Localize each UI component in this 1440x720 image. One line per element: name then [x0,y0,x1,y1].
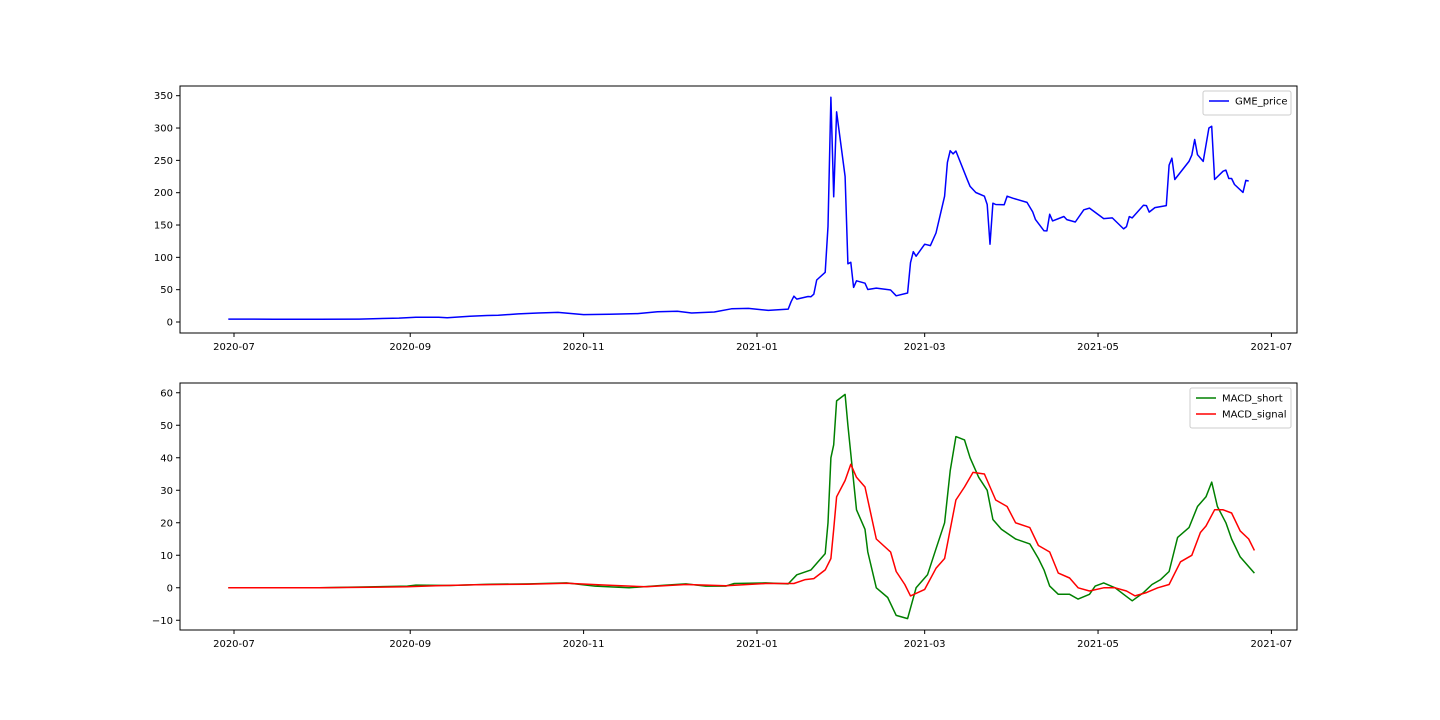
y-tick-label: 200 [154,188,173,199]
y-tick-label: 250 [154,156,173,167]
y-tick-label: 350 [154,91,173,102]
series-line-gme-price [228,96,1249,321]
x-tick-label: 2021-05 [1077,342,1119,353]
y-tick-label: 60 [160,388,173,399]
y-tick-label: 0 [167,583,173,594]
price-legend: GME_price [1202,90,1292,116]
legend-label: MACD_short [1222,394,1283,405]
macd-legend: MACD_short MACD_signal [1189,387,1292,429]
x-tick-label: 2020-07 [213,639,255,650]
x-tick-label: 2021-05 [1077,639,1119,650]
y-tick-label: 100 [154,253,173,264]
x-tick-label: 2021-03 [904,639,946,650]
x-tick-label: 2020-11 [563,639,605,650]
y-tick-label: 50 [160,421,173,432]
x-tick-label: 2021-01 [736,342,778,353]
x-tick-label: 2020-07 [213,342,255,353]
x-tick-label: 2020-09 [389,639,431,650]
x-tick-label: 2021-03 [904,342,946,353]
y-tick-label: 30 [160,486,173,497]
x-tick-label: 2020-09 [389,342,431,353]
y-tick-label: 50 [160,285,173,296]
x-tick-label: 2020-11 [563,342,605,353]
legend-label: MACD_signal [1222,410,1287,421]
x-tick-label: 2021-07 [1251,342,1293,353]
x-tick-label: 2021-07 [1251,639,1293,650]
y-tick-label: 150 [154,221,173,232]
series-line-macd-signal [228,463,1256,597]
price-panel: 2020-07 2020-09 2020-11 2021-01 2021-03 2021-… [154,85,1298,353]
macd-panel: 2020-07 2020-09 2020-11 2021-01 2021-03 2021-… [152,382,1298,650]
y-tick-label: −10 [152,616,173,627]
price-axes-frame [179,85,1298,334]
macd-axes-frame [179,382,1298,631]
y-tick-label: 40 [160,453,173,464]
y-tick-label: 0 [167,318,173,329]
y-tick-label: 10 [160,551,173,562]
y-tick-label: 20 [160,518,173,529]
legend-box [1202,90,1292,116]
legend-label: GME_price [1235,97,1288,108]
y-tick-label: 300 [154,124,173,135]
x-tick-label: 2021-01 [736,639,778,650]
